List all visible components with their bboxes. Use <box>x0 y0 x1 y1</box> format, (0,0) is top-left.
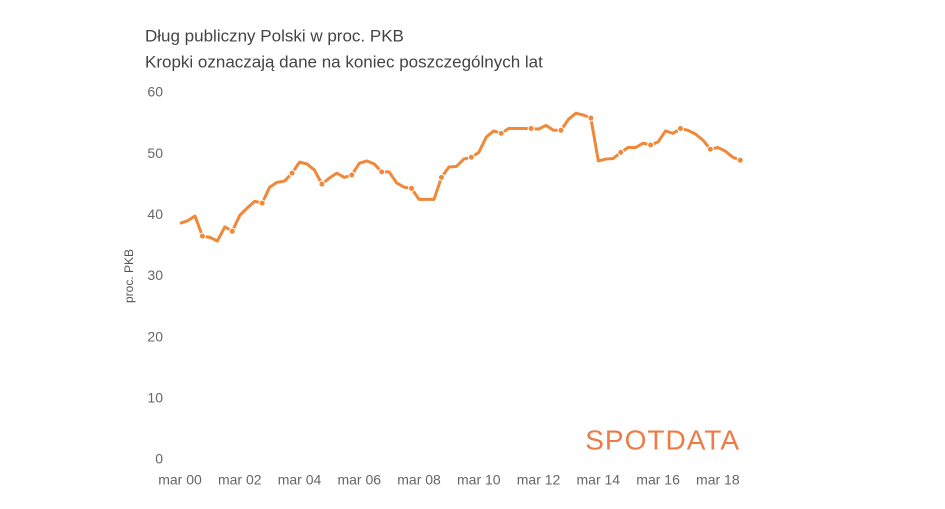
point <box>527 124 535 132</box>
point <box>318 180 326 188</box>
logo: SPOTDATA <box>585 424 740 455</box>
y-tick-label: 30 <box>147 267 163 283</box>
x-tick-label: mar 14 <box>577 472 621 488</box>
point <box>647 141 655 149</box>
point <box>348 171 356 179</box>
x-tick-label: mar 02 <box>218 472 262 488</box>
point <box>288 169 296 177</box>
y-axis-label: proc. PKB <box>122 249 136 303</box>
point <box>587 114 595 122</box>
chart-title: Dług publiczny Polski w proc. PKB <box>145 26 404 45</box>
y-tick-label: 10 <box>147 390 163 406</box>
point <box>228 227 236 235</box>
point <box>617 148 625 156</box>
x-tick-label: mar 06 <box>337 472 381 488</box>
point <box>467 153 475 161</box>
y-tick-label: 50 <box>147 145 163 161</box>
point <box>706 145 714 153</box>
point <box>437 173 445 181</box>
point <box>258 199 266 207</box>
x-tick-label: mar 00 <box>158 472 202 488</box>
y-tick-label: 60 <box>147 84 163 100</box>
x-tick-label: mar 04 <box>278 472 322 488</box>
y-tick-label: 0 <box>155 451 163 467</box>
point <box>198 232 206 240</box>
point <box>497 129 505 137</box>
chart-subtitle: Kropki oznaczają dane na koniec poszczeg… <box>145 52 543 71</box>
point <box>408 184 416 192</box>
y-tick-label: 40 <box>147 206 163 222</box>
point <box>736 156 744 164</box>
x-tick-label: mar 08 <box>397 472 441 488</box>
line <box>179 111 741 243</box>
point <box>557 126 565 134</box>
x-tick-label: mar 16 <box>636 472 680 488</box>
x-tick-label: mar 18 <box>696 472 740 488</box>
point <box>378 168 386 176</box>
x-tick-label: mar 12 <box>517 472 561 488</box>
point <box>676 124 684 132</box>
y-tick-label: 20 <box>147 328 163 344</box>
x-tick-label: mar 10 <box>457 472 501 488</box>
